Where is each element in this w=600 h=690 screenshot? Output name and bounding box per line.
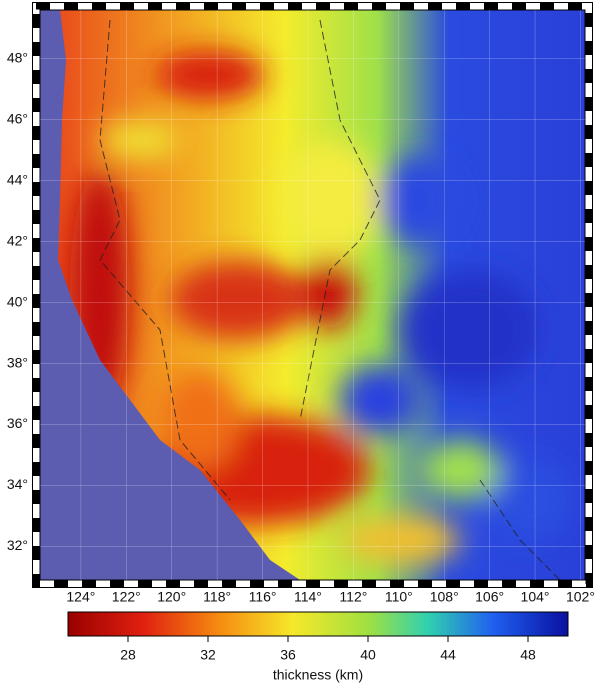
map-border-outline bbox=[32, 2, 593, 588]
colorbar-tick-label: 48 bbox=[520, 647, 536, 663]
lat-tick-label: 40° bbox=[7, 293, 28, 309]
lat-tick-label: 32° bbox=[7, 537, 28, 553]
colorbar-label: thickness (km) bbox=[273, 667, 363, 683]
colorbar bbox=[67, 611, 569, 637]
lat-tick-label: 42° bbox=[7, 232, 28, 248]
lon-tick-label: 108° bbox=[430, 589, 459, 605]
lon-tick-label: 112° bbox=[339, 589, 367, 605]
lon-tick-label: 106° bbox=[475, 589, 504, 605]
lon-tick-label: 102° bbox=[566, 589, 595, 605]
colorbar-tick-label: 36 bbox=[280, 647, 296, 663]
lon-tick-label: 116° bbox=[249, 589, 277, 605]
map-image bbox=[40, 10, 585, 580]
lon-tick-label: 110° bbox=[385, 589, 413, 605]
lon-tick-label: 122° bbox=[112, 589, 141, 605]
lat-tick-label: 48° bbox=[7, 49, 28, 65]
colorbar-tick-label: 44 bbox=[440, 647, 456, 663]
colorbar-tick-label: 32 bbox=[200, 647, 216, 663]
lon-tick-label: 104° bbox=[521, 589, 550, 605]
lat-tick-label: 44° bbox=[7, 171, 28, 187]
colorbar-tick-label: 28 bbox=[120, 647, 136, 663]
lon-tick-label: 118° bbox=[203, 589, 231, 605]
colorbar-tick-label: 40 bbox=[360, 647, 376, 663]
lat-tick-label: 36° bbox=[7, 415, 28, 431]
map-frame bbox=[39, 9, 586, 581]
lat-tick-label: 34° bbox=[7, 476, 28, 492]
lat-tick-label: 38° bbox=[7, 354, 28, 370]
lon-tick-label: 114° bbox=[294, 589, 322, 605]
lon-tick-label: 124° bbox=[66, 589, 95, 605]
lon-tick-label: 120° bbox=[157, 589, 186, 605]
map-border bbox=[32, 2, 593, 588]
lat-tick-label: 46° bbox=[7, 110, 28, 126]
